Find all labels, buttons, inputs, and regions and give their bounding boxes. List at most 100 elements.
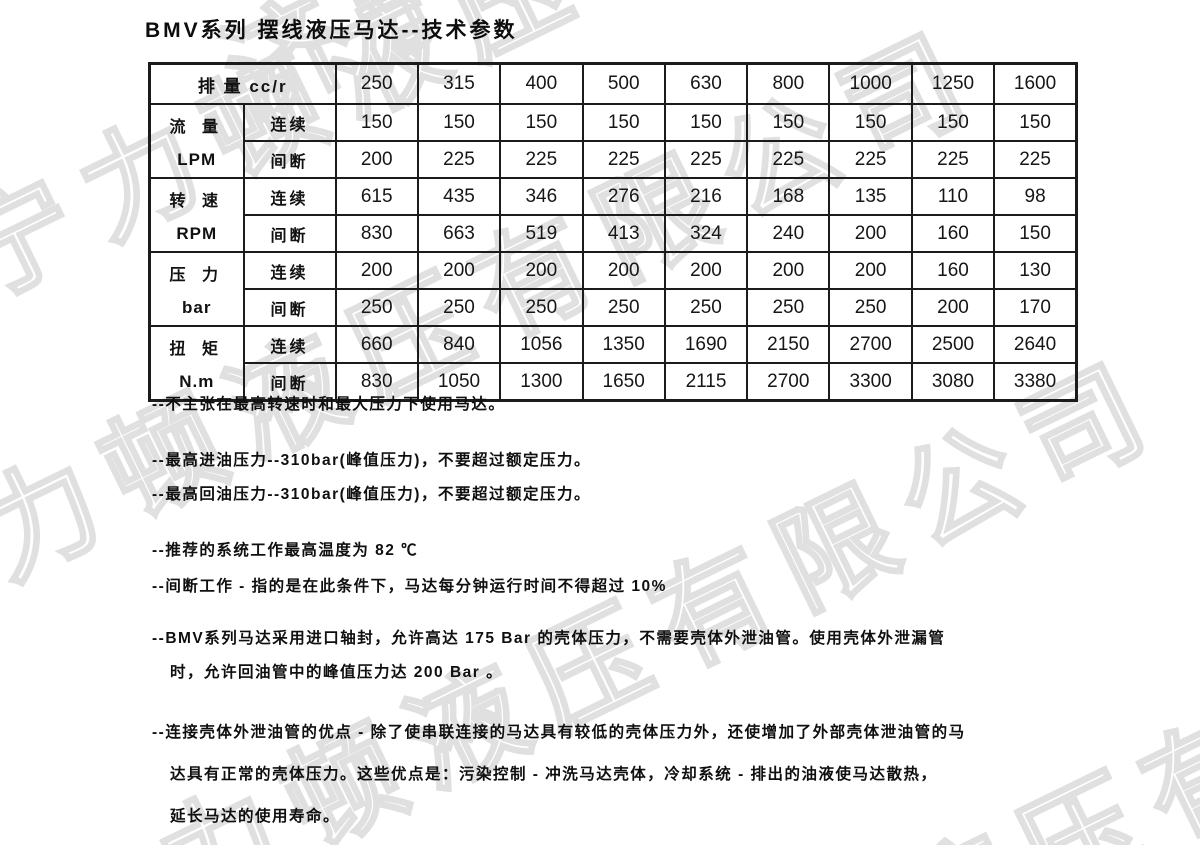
row-group-name: 流 量 <box>169 118 224 136</box>
column-header: 250 <box>334 62 419 105</box>
value-cell: 150 <box>993 214 1078 253</box>
value-cell: 225 <box>828 140 913 179</box>
value-cell: 1650 <box>581 362 666 402</box>
value-cell: 250 <box>746 288 831 327</box>
table-row: 间断 200 225 225 225 225 225 225 225 225 <box>150 140 1078 179</box>
value-cell: 413 <box>581 214 666 253</box>
value-cell: 1050 <box>416 362 502 402</box>
value-cell: 250 <box>416 288 502 327</box>
value-cell: 250 <box>499 288 584 327</box>
table-row: 流 量 LPM 连续 150 150 150 150 150 150 150 1… <box>148 103 1078 179</box>
mode-cell: 连续 <box>242 251 337 290</box>
note-line: --BMV系列马达采用进口轴封，允许高达 175 Bar 的壳体压力，不需要壳体… <box>152 630 946 647</box>
column-header: 500 <box>581 62 666 105</box>
value-cell: 150 <box>416 103 502 142</box>
value-cell: 150 <box>993 103 1078 142</box>
table-row: 转 速 RPM 连续 615 435 346 276 216 168 135 1… <box>148 177 1078 253</box>
note-line: --推荐的系统工作最高温度为 82 ℃ <box>152 542 419 559</box>
value-cell: 2700 <box>828 325 913 364</box>
value-cell: 110 <box>910 177 996 216</box>
value-cell: 200 <box>828 251 913 290</box>
value-cell: 276 <box>581 177 666 216</box>
value-cell: 2640 <box>993 325 1078 364</box>
column-header: 630 <box>663 62 749 105</box>
value-cell: 150 <box>746 103 831 142</box>
note-line: 达具有正常的壳体压力。这些优点是：污染控制 - 冲洗马达壳体，冷却系统 - 排出… <box>170 766 938 783</box>
row-group-unit: bar <box>182 297 212 317</box>
page-title: BMV系列 摆线液压马达--技术参数 <box>145 19 518 42</box>
note-max-inlet-pressure: --最高进油压力--310bar(峰值压力)，不要超过额定压力。 <box>152 448 1162 474</box>
row-group-unit: RPM <box>176 223 218 243</box>
mode-cell: 间断 <box>242 140 337 179</box>
table-row: 压 力 bar 连续 200 200 200 200 200 200 200 1… <box>148 251 1078 327</box>
note-case-drain-benefits: --连接壳体外泄油管的优点 - 除了使串联连接的马达具有较低的壳体压力外，还使增… <box>152 712 1162 838</box>
value-cell: 240 <box>746 214 831 253</box>
value-cell: 130 <box>993 251 1078 290</box>
value-cell: 250 <box>581 288 666 327</box>
value-cell: 150 <box>581 103 666 142</box>
value-cell: 200 <box>663 251 749 290</box>
value-cell: 150 <box>663 103 749 142</box>
table-row: 间断 830 663 519 413 324 240 200 160 150 <box>150 214 1078 253</box>
row-group-name: 扭 矩 <box>169 340 224 358</box>
value-cell: 200 <box>910 288 996 327</box>
value-cell: 615 <box>334 177 419 216</box>
value-cell: 225 <box>499 140 584 179</box>
value-cell: 225 <box>581 140 666 179</box>
value-cell: 1300 <box>499 362 584 402</box>
value-cell: 324 <box>663 214 749 253</box>
mode-cell: 间断 <box>242 288 337 327</box>
row-group-label: 转 速 RPM <box>148 177 245 253</box>
spec-table: 排 量 cc/r 250 315 400 500 630 800 1000 12… <box>148 62 1078 402</box>
value-cell: 225 <box>746 140 831 179</box>
row-group-label: 流 量 LPM <box>148 103 245 179</box>
value-cell: 519 <box>499 214 584 253</box>
mode-cell: 间断 <box>242 362 337 402</box>
value-cell: 663 <box>416 214 502 253</box>
mode-cell: 连续 <box>242 325 337 364</box>
column-header: 315 <box>416 62 502 105</box>
value-cell: 200 <box>334 251 419 290</box>
mode-cell: 连续 <box>242 103 337 142</box>
note-line: --间断工作 - 指的是在此条件下，马达每分钟运行时间不得超过 10% <box>152 578 667 595</box>
row-group-name: 压 力 <box>169 266 224 284</box>
value-cell: 170 <box>993 288 1078 327</box>
value-cell: 200 <box>499 251 584 290</box>
row-group-label: 扭 矩 N.m <box>148 325 245 402</box>
value-cell: 435 <box>416 177 502 216</box>
value-cell: 840 <box>416 325 502 364</box>
value-cell: 150 <box>334 103 419 142</box>
value-cell: 225 <box>416 140 502 179</box>
column-header: 1600 <box>993 62 1078 105</box>
value-cell: 250 <box>828 288 913 327</box>
value-cell: 200 <box>828 214 913 253</box>
note-line: --最高回油压力--310bar(峰值压力)，不要超过额定压力。 <box>152 486 591 503</box>
notes-section: --不主张在最高转速时和最大压力下使用马达。 --最高进油压力--310bar(… <box>152 392 1162 838</box>
value-cell: 2500 <box>910 325 996 364</box>
value-cell: 200 <box>746 251 831 290</box>
value-cell: 1690 <box>663 325 749 364</box>
mode-cell: 间断 <box>242 214 337 253</box>
value-cell: 2115 <box>663 362 749 402</box>
displacement-header: 排 量 cc/r <box>148 62 337 105</box>
row-group-label: 压 力 bar <box>148 251 245 327</box>
note-max-speed-pressure: --不主张在最高转速时和最大压力下使用马达。 <box>152 392 1162 418</box>
value-cell: 660 <box>334 325 419 364</box>
value-cell: 250 <box>663 288 749 327</box>
value-cell: 1056 <box>499 325 584 364</box>
value-cell: 225 <box>663 140 749 179</box>
column-header: 1250 <box>910 62 996 105</box>
value-cell: 150 <box>910 103 996 142</box>
value-cell: 160 <box>910 251 996 290</box>
note-line: 延长马达的使用寿命。 <box>170 808 341 825</box>
value-cell: 1350 <box>581 325 666 364</box>
value-cell: 3380 <box>993 362 1078 402</box>
table-row: 间断 250 250 250 250 250 250 250 200 170 <box>150 288 1078 327</box>
note-shaft-seal: --BMV系列马达采用进口轴封，允许高达 175 Bar 的壳体压力，不需要壳体… <box>152 622 1162 690</box>
row-group-name: 转 速 <box>169 192 224 210</box>
note-max-temperature: --推荐的系统工作最高温度为 82 ℃ <box>152 538 1162 564</box>
column-header: 1000 <box>828 62 913 105</box>
value-cell: 200 <box>416 251 502 290</box>
value-cell: 346 <box>499 177 584 216</box>
